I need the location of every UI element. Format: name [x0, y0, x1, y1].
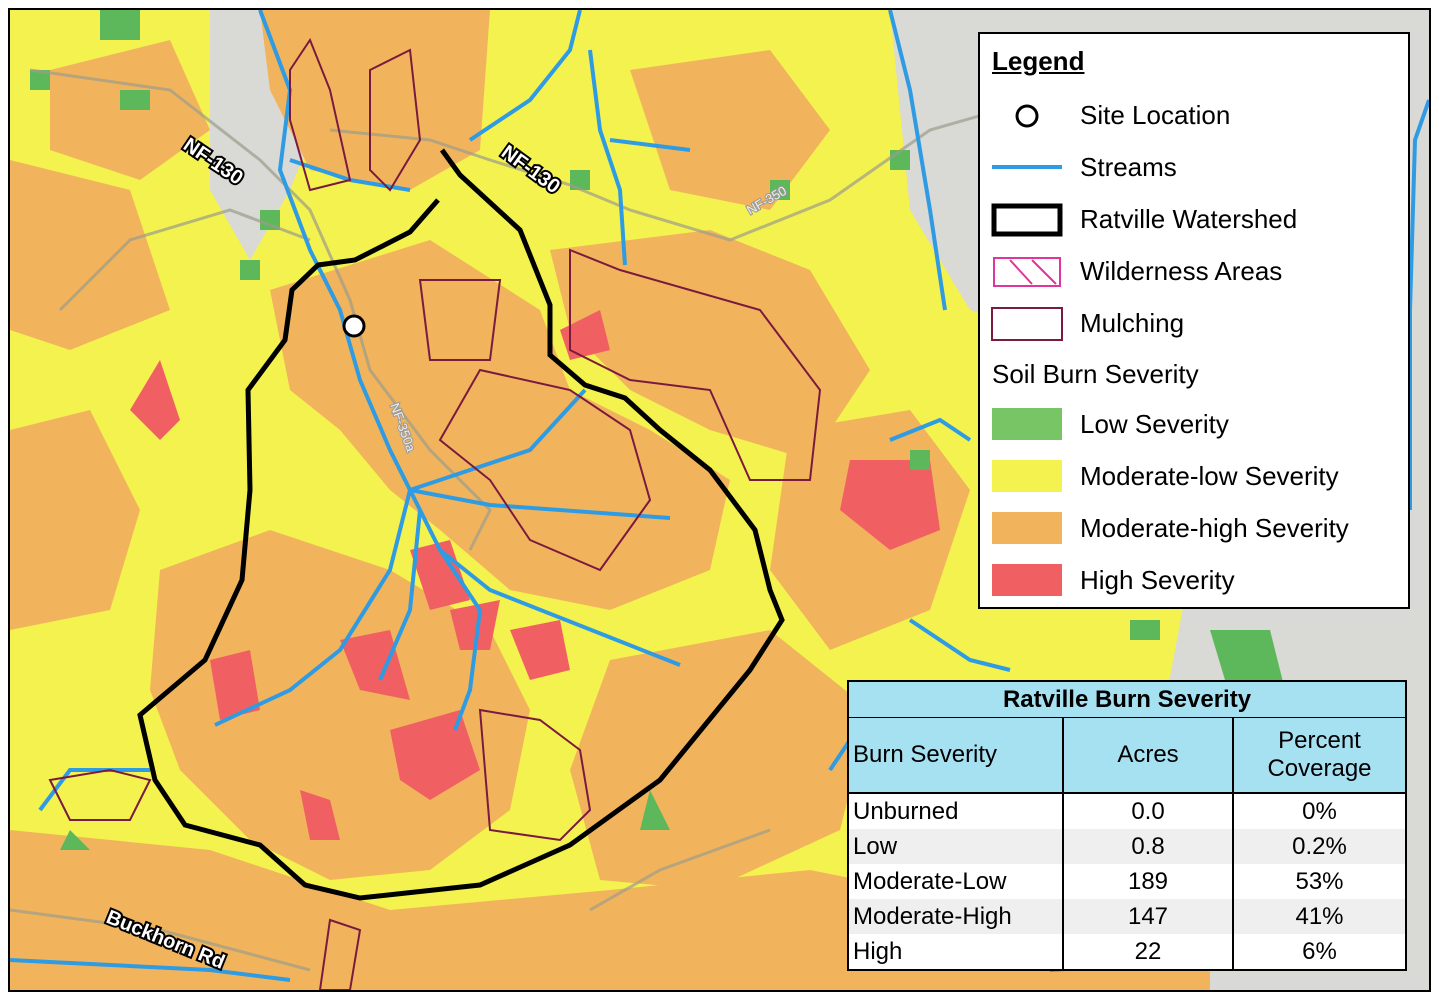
legend-title: Legend	[992, 46, 1085, 76]
roads	[10, 68, 1071, 972]
table-title: Ratville Burn Severity	[848, 681, 1406, 718]
table-cell: Unburned	[848, 793, 1064, 829]
table-cell: 0.2%	[1233, 829, 1406, 864]
legend-item: Low Severity	[1080, 409, 1229, 439]
legend-item: Wilderness Areas	[1080, 256, 1283, 286]
legend: Legend Site Location Streams Ratville Wa…	[978, 32, 1410, 609]
legend-symbols	[991, 104, 1063, 596]
watershed-boundary	[137, 148, 785, 901]
table-cell: 189	[1063, 864, 1234, 899]
table-header: Percent Coverage	[1233, 717, 1406, 794]
site-location	[342, 314, 366, 338]
table-cell: 147	[1063, 899, 1234, 934]
severity-table: Ratville Burn Severity Burn Severity Acr…	[847, 680, 1407, 971]
table-body: Unburned 0.0 0% Low 0.8 0.2% Moderate-Low 189 53…	[848, 793, 1406, 970]
legend-item: Streams	[1080, 152, 1177, 182]
table-header: Acres	[1063, 717, 1234, 794]
table-row: Moderate-High 147 41%	[848, 899, 1406, 934]
table-header: Burn Severity	[848, 717, 1064, 794]
legend-section: Soil Burn Severity	[992, 359, 1199, 389]
table-cell: 53%	[1295, 867, 1344, 895]
high-areas	[130, 310, 940, 840]
mulching	[48, 37, 822, 990]
table-cell: Low	[848, 829, 1064, 864]
table-cell: 0.8	[1063, 829, 1234, 864]
legend-item: Site Location	[1080, 100, 1231, 130]
legend-item: Ratville Watershed	[1080, 204, 1298, 234]
table-row: Low 0.8 0.2%	[848, 829, 1406, 864]
table-cell: Moderate-Low	[848, 864, 1064, 899]
table-row: Moderate-Low 189 53%	[848, 864, 1406, 899]
legend-item: Moderate-high Severity	[1080, 513, 1349, 543]
table-cell: Moderate-High	[848, 899, 1064, 934]
table-cell: 6%	[1302, 937, 1337, 965]
table-row: High 22 6%	[848, 934, 1406, 970]
table-cell: 0.0	[1063, 793, 1234, 829]
legend-item: High Severity	[1080, 565, 1235, 595]
legend-item: Moderate-low Severity	[1080, 461, 1339, 491]
table-row: Unburned 0.0 0%	[848, 793, 1406, 829]
map-frame: NF-130 NF-130 NF-350 NF-350a Buckhorn Rd…	[8, 8, 1431, 992]
table-cell: 0%	[1302, 797, 1337, 825]
table-cell: High	[848, 934, 1064, 970]
streams	[10, 10, 1429, 982]
table-cell: 41%	[1233, 899, 1406, 934]
table-cell: 22	[1063, 934, 1234, 970]
legend-item: Mulching	[1080, 308, 1185, 338]
